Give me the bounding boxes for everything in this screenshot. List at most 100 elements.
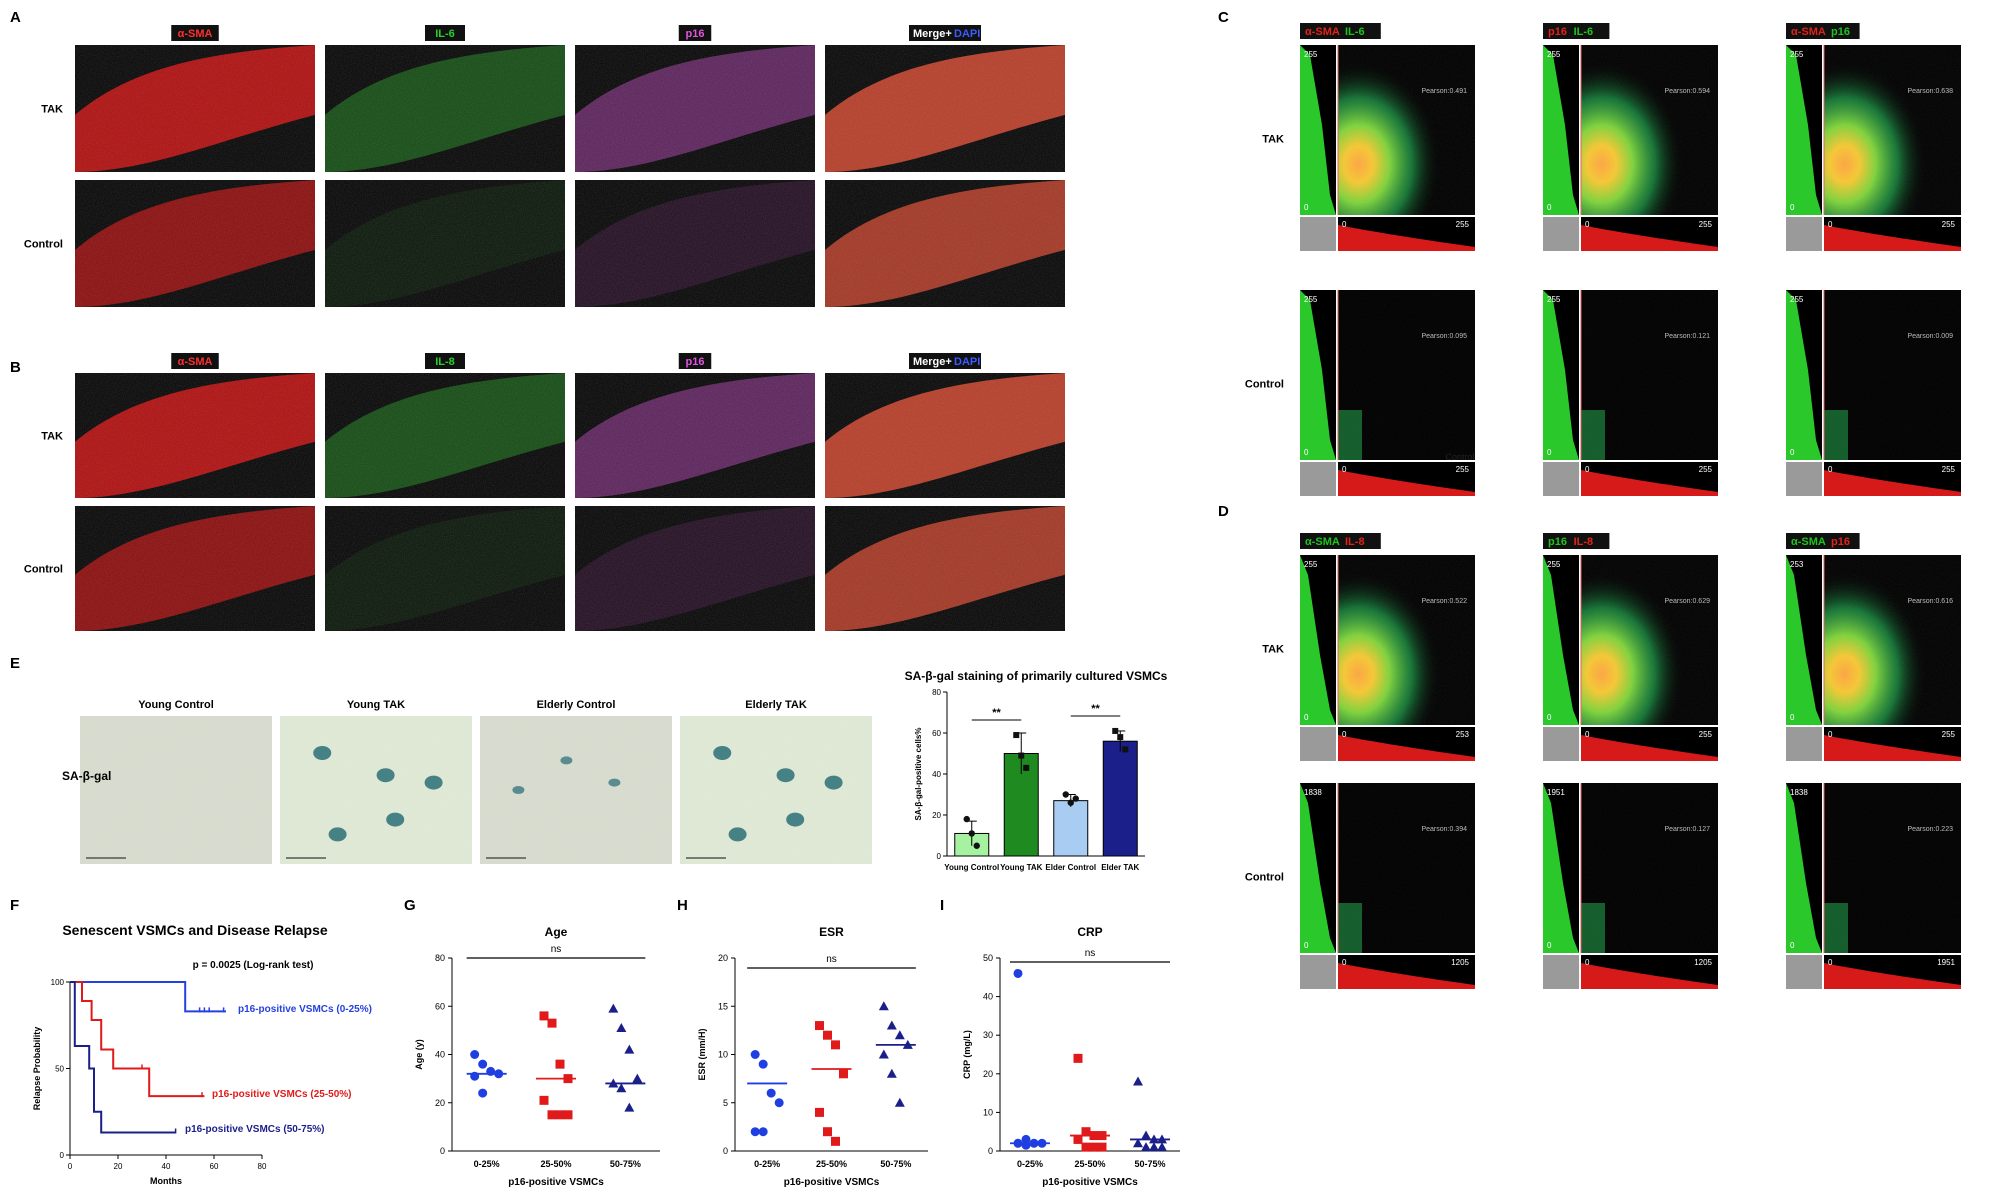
- y-zero: 0: [1547, 448, 1552, 457]
- x-tick-label: Elder Control: [1045, 863, 1096, 872]
- y-tick-label: 40: [932, 770, 941, 779]
- panel-a-channel-label: IL-6: [425, 25, 465, 41]
- corner: [1300, 462, 1336, 496]
- data-point: [815, 1107, 824, 1117]
- merge-label: Merge+: [913, 356, 952, 368]
- panel-a-channel-label: p16: [678, 25, 712, 41]
- data-point: [539, 1011, 549, 1021]
- panel-d-row-label: Control: [1245, 872, 1284, 884]
- x-tick-label: 25-50%: [1074, 1159, 1105, 1169]
- y-tick-label: 20: [435, 1098, 445, 1108]
- data-point: [823, 1030, 832, 1040]
- panel-b-merge-label: Merge+ DAPI: [909, 353, 981, 369]
- density-speckle: [1581, 555, 1718, 725]
- x-axis-label: p16-positive VSMCs: [784, 1177, 880, 1188]
- data-point: [1072, 795, 1079, 802]
- y-histogram: [1543, 783, 1579, 953]
- sa-beta-gal-group-label: Young Control: [138, 699, 214, 711]
- sa-beta-gal-group-label: Elderly Control: [537, 699, 616, 711]
- x-max: 1205: [1451, 958, 1469, 967]
- label-box: [909, 353, 981, 369]
- x-max: 255: [1456, 220, 1470, 229]
- x-histogram: [1824, 470, 1961, 496]
- density-speckle: [1824, 45, 1961, 215]
- chart-f-km: Senescent VSMCs and Disease Relapse p = 0…: [32, 922, 372, 1186]
- label-box: [678, 353, 712, 369]
- x-histogram: [1338, 735, 1475, 761]
- y-zero: 0: [1790, 448, 1795, 457]
- y-max: 255: [1547, 50, 1561, 59]
- panel-b-tile: [575, 373, 815, 498]
- data-point: [815, 1021, 824, 1031]
- sa-beta-gal-image: [480, 716, 672, 864]
- panel-d-channel-labels: p16 IL-8: [1543, 533, 1610, 549]
- merge-label: Merge+: [913, 28, 952, 40]
- panel-a-tile: [825, 45, 1065, 172]
- density-speckle: [1338, 555, 1475, 725]
- corner: [1300, 727, 1336, 761]
- x-axis-label: p16-positive VSMCs: [1042, 1177, 1138, 1188]
- density-speckle: [1824, 783, 1961, 953]
- data-point: [478, 1088, 488, 1098]
- data-point: [968, 830, 975, 837]
- x-zero: 0: [1342, 958, 1347, 967]
- label-box: [1300, 23, 1381, 39]
- data-point: [831, 1040, 840, 1050]
- x-histogram: [1338, 963, 1475, 989]
- panel-d-scatterplot: Pearson:0.629 255 0 0 255: [1543, 555, 1718, 761]
- panel-letter-a: A: [10, 9, 21, 26]
- channel-label: α-SMA: [178, 356, 213, 368]
- y-tick-label: 100: [51, 978, 65, 987]
- y-tick-label: 80: [932, 688, 941, 697]
- data-point: [539, 1095, 549, 1105]
- panel-a-tile: [575, 45, 815, 172]
- y-zero: 0: [1304, 448, 1309, 457]
- bar: [1102, 740, 1138, 857]
- x-max: 255: [1942, 465, 1956, 474]
- data-point: [831, 1136, 840, 1146]
- y-tick-label: 0: [440, 1146, 445, 1156]
- data-point: [1149, 1142, 1159, 1152]
- panel-letter-c: C: [1218, 9, 1229, 26]
- corner: [1786, 462, 1822, 496]
- panel-c-row-label: Control: [1245, 379, 1284, 391]
- panel-c-row-label: TAK: [1262, 134, 1284, 146]
- data-point: [563, 1110, 573, 1120]
- channel-label: α-SMA: [1791, 26, 1826, 38]
- km-series-line: [70, 981, 205, 1098]
- data-point: [1089, 1142, 1099, 1152]
- x-zero: 0: [1828, 958, 1833, 967]
- x-tick-label: 0-25%: [754, 1159, 780, 1169]
- stained-cell: [386, 812, 405, 827]
- label-box: [425, 353, 465, 369]
- data-point: [1097, 1142, 1107, 1152]
- x-zero: 0: [1828, 730, 1833, 739]
- chart-annotation: p = 0.0025 (Log-rank test): [193, 960, 314, 971]
- panel-a-tile: [75, 45, 315, 172]
- corner: [1543, 462, 1579, 496]
- pearson-value: Pearson:0.594: [1664, 88, 1710, 95]
- sa-beta-gal-image: [680, 716, 872, 864]
- tissue-texture: [575, 45, 815, 172]
- data-point: [616, 1022, 627, 1032]
- label-box: [1786, 533, 1860, 549]
- channel-label: IL-6: [1574, 26, 1594, 38]
- data-point: [608, 1003, 619, 1013]
- corner: [1300, 217, 1336, 251]
- y-zero: 0: [1304, 203, 1309, 212]
- significance-label: **: [992, 707, 1001, 719]
- channel-label: p16: [1548, 26, 1567, 38]
- y-max: 253: [1790, 560, 1804, 569]
- panel-a-tile: [825, 180, 1065, 307]
- pearson-value: Pearson:0.616: [1907, 598, 1953, 605]
- y-tick-label: 10: [983, 1107, 993, 1117]
- label-box: [1543, 533, 1610, 549]
- data-point: [1112, 727, 1119, 734]
- y-histogram: [1786, 783, 1822, 953]
- corner: [1786, 727, 1822, 761]
- label-box: [1300, 533, 1381, 549]
- data-point: [1081, 1142, 1091, 1152]
- panel-letter-i: I: [940, 897, 944, 914]
- image-texture: [280, 716, 472, 864]
